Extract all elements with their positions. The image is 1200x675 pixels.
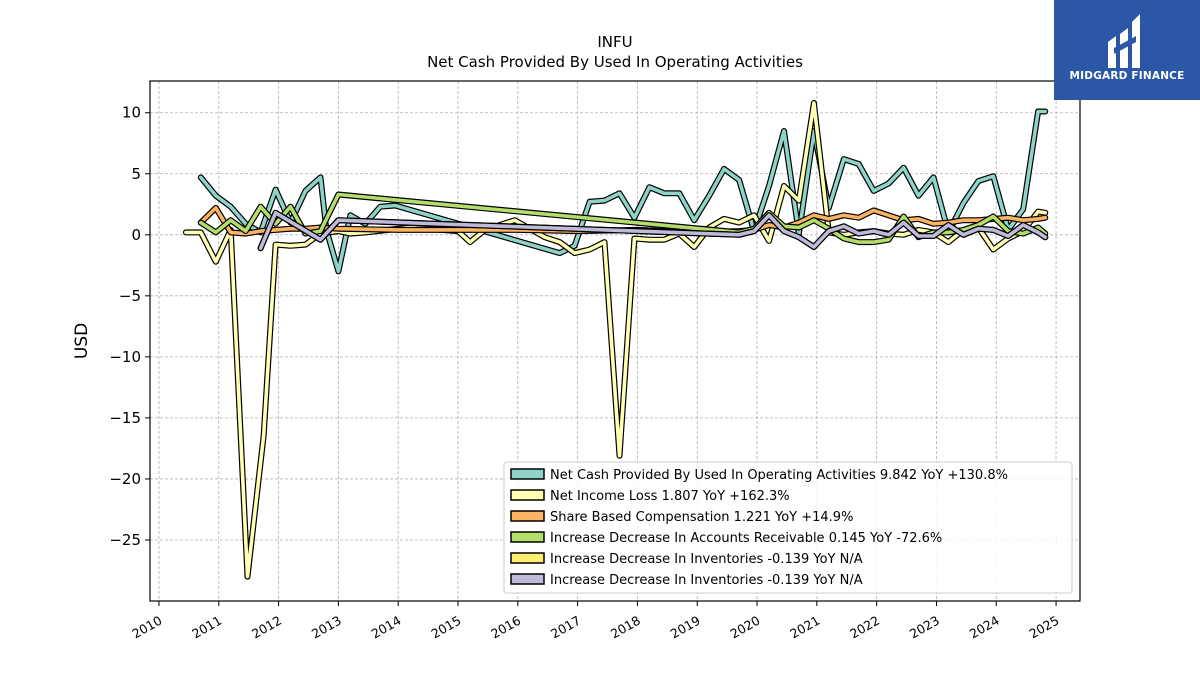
x-tick-label: 2016 (488, 613, 523, 642)
y-axis-label: USD (72, 323, 92, 359)
x-tick-label: 2024 (967, 613, 1002, 642)
y-tick-label: −25 (109, 531, 141, 549)
x-tick-label: 2022 (847, 613, 882, 642)
x-tick-label: 2021 (787, 613, 822, 642)
y-tick-label: −5 (119, 287, 141, 305)
legend-label: Increase Decrease In Accounts Receivable… (550, 531, 942, 546)
x-tick-label: 2020 (727, 613, 762, 642)
x-tick-label: 2014 (369, 613, 404, 642)
chart-subtitle: Net Cash Provided By Used In Operating A… (427, 53, 803, 71)
y-tick-label: −20 (109, 470, 141, 488)
y-tick-label: 10 (122, 104, 141, 122)
x-tick-label: 2012 (249, 613, 284, 642)
legend-label: Increase Decrease In Inventories -0.139 … (550, 573, 863, 588)
legend-swatch (510, 510, 545, 522)
x-tick-label: 2023 (907, 613, 942, 642)
x-tick-label: 2010 (129, 613, 164, 642)
legend: Net Cash Provided By Used In Operating A… (503, 461, 1073, 594)
legend-swatch (510, 573, 545, 585)
x-tick-label: 2018 (608, 613, 643, 642)
series-lines (182, 100, 1049, 580)
midgard-finance-logo: MIDGARD FINANCE (1054, 0, 1200, 100)
y-tick-label: −15 (109, 409, 141, 427)
plot-frame (149, 80, 1081, 602)
x-tick-label: 2017 (548, 613, 583, 642)
y-tick-label: 0 (131, 226, 141, 244)
y-tick-label: 5 (131, 165, 141, 183)
legend-swatch (510, 531, 545, 543)
series-line-outline (197, 108, 1049, 275)
legend-swatch (510, 489, 545, 501)
x-tick-label: 2019 (668, 613, 703, 642)
legend-box (503, 461, 1073, 594)
logo-text: MIDGARD FINANCE (1069, 70, 1185, 82)
legend-label: Net Cash Provided By Used In Operating A… (550, 468, 1008, 483)
x-tick-label: 2015 (428, 613, 463, 642)
series-line (258, 211, 1048, 250)
series-line (199, 192, 1048, 244)
series-line (199, 109, 1048, 274)
legend-label: Increase Decrease In Inventories -0.139 … (550, 552, 863, 567)
x-tick-label: 2013 (309, 613, 344, 642)
legend-swatch (510, 468, 545, 480)
chart-title: INFU (597, 33, 632, 51)
legend-label: Share Based Compensation 1.221 YoY +14.9… (550, 510, 853, 525)
x-tick-label: 2025 (1027, 613, 1062, 642)
legend-swatch (510, 552, 545, 564)
y-tick-label: −10 (109, 348, 141, 366)
logo-mark-icon (1108, 14, 1140, 68)
x-tick-label: 2011 (189, 613, 224, 642)
legend-label: Net Income Loss 1.807 YoY +162.3% (550, 489, 790, 504)
